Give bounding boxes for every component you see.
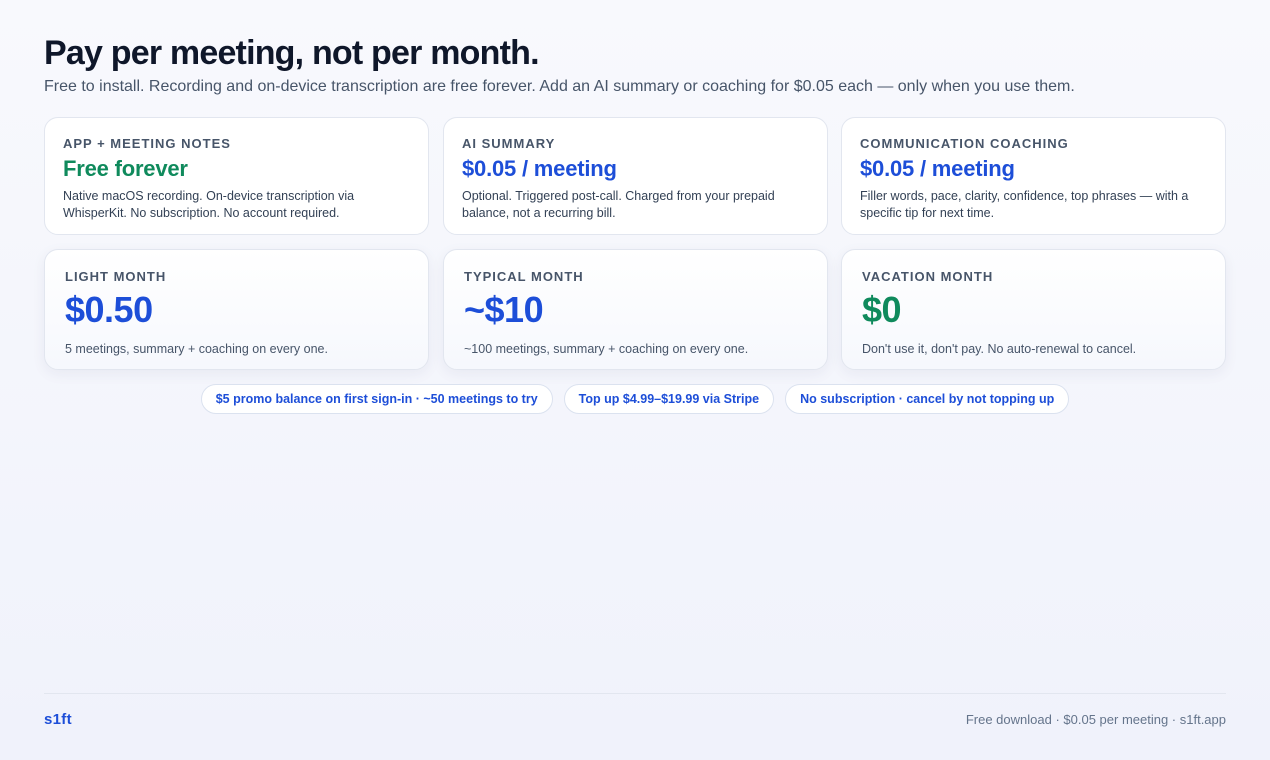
pill-top-up[interactable]: Top up $4.99–$19.99 via Stripe — [563, 384, 775, 414]
example-card-vacation-month: VACATION MONTH $0 Don't use it, don't pa… — [841, 249, 1226, 370]
example-label: VACATION MONTH — [862, 269, 994, 284]
plan-description: Optional. Triggered post-call. Charged f… — [462, 189, 775, 220]
page-subtitle: Free to install. Recording and on-device… — [44, 78, 1075, 95]
footer-divider — [44, 693, 1226, 694]
example-label: LIGHT MONTH — [65, 269, 167, 284]
example-amount: ~$10 — [464, 289, 544, 330]
pricing-page: Pay per meeting, not per month. Free to … — [44, 0, 1226, 760]
plan-description: Filler words, pace, clarity, confidence,… — [860, 189, 1189, 220]
pill-no-subscription[interactable]: No subscription · cancel by not topping … — [785, 384, 1070, 414]
plan-card-app: APP + MEETING NOTES Free forever Native … — [44, 117, 429, 235]
example-card-light-month: LIGHT MONTH $0.50 5 meetings, summary + … — [44, 249, 429, 370]
example-amount: $0.50 — [65, 289, 153, 330]
feature-pills: $5 promo balance on first sign-in · ~50 … — [44, 384, 1226, 414]
example-label: TYPICAL MONTH — [464, 269, 584, 284]
plan-card-ai-summary: AI SUMMARY $0.05 / meeting Optional. Tri… — [443, 117, 828, 235]
plan-label: APP + MEETING NOTES — [63, 136, 231, 151]
page-title: Pay per meeting, not per month. — [44, 34, 540, 72]
pill-promo-balance[interactable]: $5 promo balance on first sign-in · ~50 … — [200, 384, 553, 414]
plan-price: $0.05 / meeting — [462, 156, 617, 181]
plan-price: Free forever — [63, 156, 188, 181]
example-card-typical-month: TYPICAL MONTH ~$10 ~100 meetings, summar… — [443, 249, 828, 370]
example-amount: $0 — [862, 289, 902, 330]
plan-label: AI SUMMARY — [462, 136, 556, 151]
plan-description: Native macOS recording. On-device transc… — [63, 189, 355, 220]
example-description: ~100 meetings, summary + coaching on eve… — [464, 342, 749, 356]
plan-price: $0.05 / meeting — [860, 156, 1015, 181]
footer-brand-logo[interactable]: s1ft — [44, 711, 72, 728]
example-description: Don't use it, don't pay. No auto-renewal… — [862, 342, 1137, 356]
example-description: 5 meetings, summary + coaching on every … — [65, 342, 328, 356]
plan-label: COMMUNICATION COACHING — [860, 136, 1069, 151]
plan-card-coaching: COMMUNICATION COACHING $0.05 / meeting F… — [841, 117, 1226, 235]
footer-tagline: Free download · $0.05 per meeting · s1ft… — [965, 712, 1226, 727]
